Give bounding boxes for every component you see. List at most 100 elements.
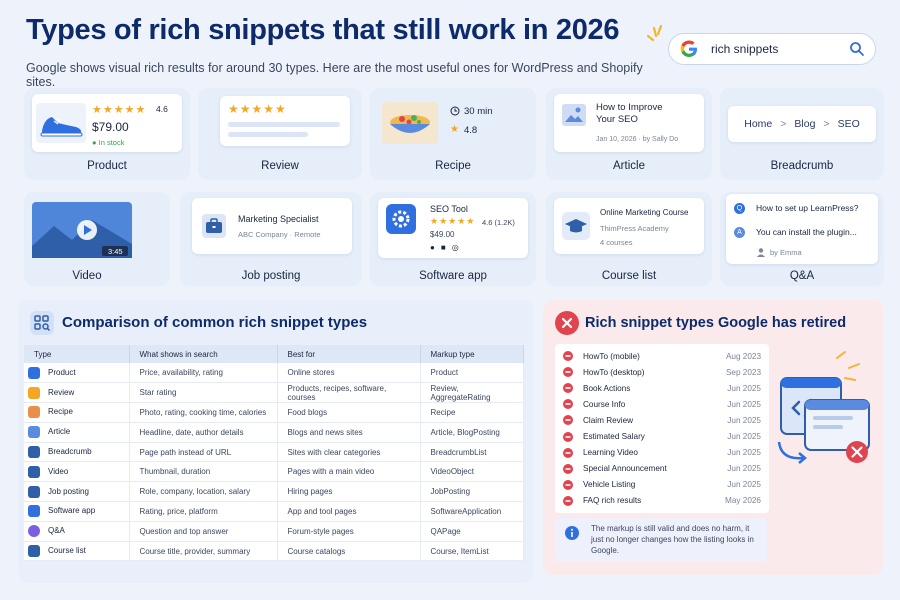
breadcrumb-item[interactable]: SEO (837, 118, 860, 130)
cell-best: Online stores (277, 363, 421, 384)
graduation-cap-icon (28, 545, 40, 558)
course-preview: Online Marketing Course ThimPress Academ… (554, 198, 704, 254)
stock-status: ● In stock (92, 138, 125, 147)
cell-markup: BreadcrumbList (420, 442, 524, 463)
gear-icon (386, 204, 416, 234)
retired-type-name: Book Actions (583, 383, 631, 393)
card-label-breadcrumb: Breadcrumb (770, 160, 834, 172)
recipe-rating: 4.8 (464, 125, 478, 136)
windows-icon: ■ (440, 243, 452, 252)
cell-shows: Star rating (129, 382, 278, 404)
apple-icon: ● (430, 243, 441, 252)
card-label-qa: Q&A (789, 270, 815, 282)
type-name: Breadcrumb (48, 447, 92, 457)
answer-author: by Emma (770, 248, 802, 257)
retired-date: Jun 2025 (727, 399, 761, 409)
cell-markup: JobPosting (420, 481, 524, 503)
graduation-cap-icon (562, 212, 590, 240)
cell-best: Food blogs (277, 402, 421, 423)
remove-circle-icon (563, 399, 573, 410)
cell-markup: VideoObject (420, 461, 524, 483)
retired-note-text: The markup is still valid and does no ha… (591, 524, 754, 555)
remove-circle-icon (563, 415, 573, 426)
retired-panel: Rich snippet types Google has retired Ho… (543, 300, 883, 575)
card-qa: Q How to set up LearnPress? A You can in… (720, 192, 884, 286)
table-row: Review Star rating Products, recipes, soft… (24, 382, 524, 404)
cell-type: Video (24, 461, 130, 483)
column-header: Markup type (420, 345, 524, 363)
cell-shows: Photo, rating, cooking time, calories (129, 402, 278, 423)
video-thumbnail[interactable] (32, 202, 132, 258)
cell-type: Review (24, 382, 130, 404)
qa-preview: Q How to set up LearnPress? A You can in… (726, 194, 878, 264)
page-title: Types of rich snippets that still work i… (26, 14, 620, 46)
question-icon (28, 525, 40, 538)
list-item: Course Info Jun 2025 (555, 396, 769, 412)
app-price: $49.00 (430, 230, 455, 239)
retired-type-name: Claim Review (583, 415, 634, 425)
cell-best: Hiring pages (277, 481, 421, 503)
cell-type: Breadcrumb (24, 442, 130, 463)
card-label-product: Product (87, 160, 127, 172)
list-item: FAQ rich results May 2026 (555, 493, 769, 509)
close-circle-icon (555, 311, 579, 335)
job-title: Marketing Specialist (238, 214, 319, 224)
remove-circle-icon (563, 431, 573, 442)
cell-best: Blogs and news sites (277, 422, 421, 443)
retired-type-name: Special Announcement (583, 464, 667, 474)
article-headline: How to Improve Your SEO (596, 102, 663, 126)
card-course: Online Marketing Course ThimPress Academ… (546, 192, 712, 286)
card-label-article: Article (613, 160, 645, 172)
breadcrumb-separator: > (780, 118, 787, 130)
type-name: Q&A (48, 526, 65, 536)
cell-type: Software app (24, 501, 130, 522)
grid-search-icon (30, 311, 54, 335)
job-meta: ABC Company · Remote (238, 230, 321, 239)
retired-type-name: FAQ rich results (583, 496, 642, 506)
bowl-icon (28, 406, 40, 419)
course-name: Online Marketing Course (600, 208, 689, 217)
app-rating: 4.6 (1.2K) (482, 218, 515, 227)
play-icon (28, 465, 40, 478)
card-label-recipe: Recipe (435, 160, 471, 172)
type-name: Product (48, 367, 76, 377)
cell-type: Job posting (24, 481, 130, 503)
answer-badge: A (734, 227, 745, 238)
type-name: Review (48, 387, 75, 397)
course-count: 4 courses (600, 238, 633, 247)
search-icon[interactable] (849, 41, 865, 57)
table-row: Software app Rating, price, platform App a… (24, 501, 524, 522)
retired-title: Rich snippet types Google has retired (585, 315, 847, 331)
breadcrumb-item[interactable]: Blog (794, 118, 816, 130)
retired-date: Jun 2025 (727, 480, 761, 490)
card-video: 3:45 Video (24, 192, 170, 286)
retired-note: The markup is still valid and does no ha… (555, 518, 767, 562)
cell-shows: Price, availability, rating (129, 363, 278, 384)
recipe-star: ★ (450, 124, 460, 135)
cell-type: Product (24, 363, 130, 384)
column-header: What shows in search (129, 345, 278, 363)
type-name: Software app (48, 506, 96, 516)
retired-type-name: Vehicle Listing (583, 480, 636, 490)
breadcrumb-separator: > (823, 118, 830, 130)
search-bar[interactable]: rich snippets (668, 33, 876, 65)
cell-shows: Thumbnail, duration (129, 461, 278, 483)
cell-shows: Rating, price, platform (129, 501, 278, 522)
user-icon (757, 248, 765, 257)
article-preview: How to Improve Your SEO Jan 10, 2026 · b… (554, 94, 704, 152)
retired-date: Jun 2025 (727, 432, 761, 442)
card-breadcrumb: Home > Blog > SEO Breadcrumb (720, 88, 884, 180)
card-recipe: 30 min ★ 4.8 Recipe (370, 88, 536, 180)
google-logo-icon (680, 40, 697, 57)
retired-type-name: HowTo (mobile) (583, 351, 640, 361)
cell-best: Pages with a main video (277, 461, 421, 483)
search-input[interactable]: rich snippets (711, 42, 779, 56)
sneaker-icon (36, 103, 86, 143)
bowl-icon (382, 102, 438, 144)
card-app: SEO Tool ★★★★★ 4.6 (1.2K) $49.00 ●■◎ Sof… (370, 192, 536, 286)
breadcrumb-item[interactable]: Home (744, 118, 773, 130)
cell-shows: Page path instead of URL (129, 442, 278, 463)
cell-shows: Course title, provider, summary (129, 541, 278, 562)
cell-type: Q&A (24, 521, 130, 542)
list-item: Claim Review Jun 2025 (555, 412, 769, 428)
